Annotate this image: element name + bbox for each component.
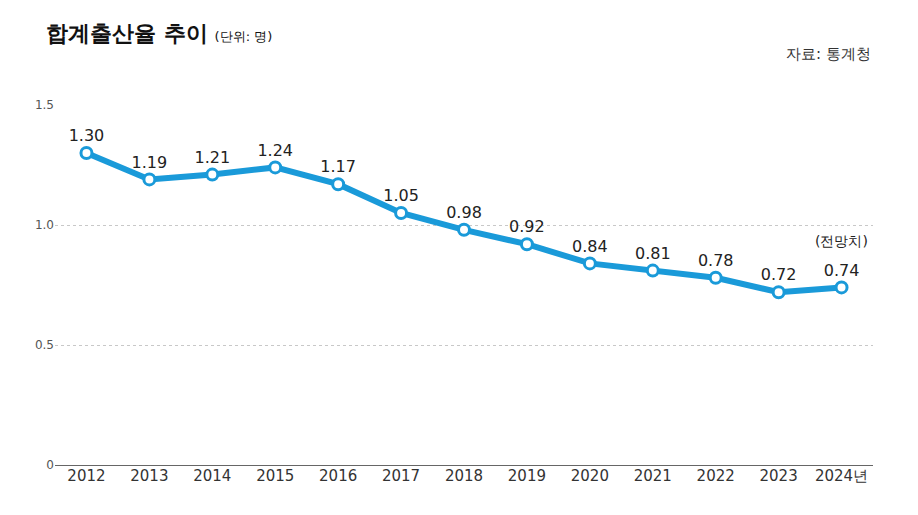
svg-text:2012: 2012 <box>67 467 105 485</box>
svg-text:(전망치): (전망치) <box>815 233 868 249</box>
svg-text:1.19: 1.19 <box>132 153 168 172</box>
svg-text:2015: 2015 <box>256 467 294 485</box>
svg-text:0.78: 0.78 <box>698 251 734 270</box>
svg-text:1.21: 1.21 <box>194 148 230 167</box>
svg-text:1.0: 1.0 <box>35 218 54 232</box>
svg-text:1.5: 1.5 <box>35 98 54 112</box>
svg-text:2017: 2017 <box>382 467 420 485</box>
svg-text:2013: 2013 <box>130 467 168 485</box>
svg-text:2021: 2021 <box>634 467 672 485</box>
svg-text:2024년: 2024년 <box>815 467 868 485</box>
svg-text:2023: 2023 <box>760 467 798 485</box>
svg-text:1.30: 1.30 <box>69 126 105 145</box>
svg-text:0.74: 0.74 <box>824 261 860 280</box>
svg-text:0.5: 0.5 <box>35 338 54 352</box>
svg-text:2016: 2016 <box>319 467 357 485</box>
svg-text:자료: 통계청: 자료: 통계청 <box>786 45 871 63</box>
svg-text:1.05: 1.05 <box>383 186 419 205</box>
svg-text:0.92: 0.92 <box>509 217 545 236</box>
svg-text:1.17: 1.17 <box>320 157 356 176</box>
svg-text:2019: 2019 <box>508 467 546 485</box>
svg-text:0.81: 0.81 <box>635 244 671 263</box>
svg-text:2022: 2022 <box>697 467 735 485</box>
svg-text:1.24: 1.24 <box>257 141 293 160</box>
svg-text:0.72: 0.72 <box>761 265 797 284</box>
svg-text:합계출산율 추이 (단위: 명): 합계출산율 추이 (단위: 명) <box>46 21 272 46</box>
svg-text:2014: 2014 <box>193 467 231 485</box>
svg-text:2020: 2020 <box>571 467 609 485</box>
svg-text:0.98: 0.98 <box>446 203 482 222</box>
svg-text:2018: 2018 <box>445 467 483 485</box>
svg-text:0.84: 0.84 <box>572 237 608 256</box>
svg-text:0: 0 <box>46 458 54 472</box>
